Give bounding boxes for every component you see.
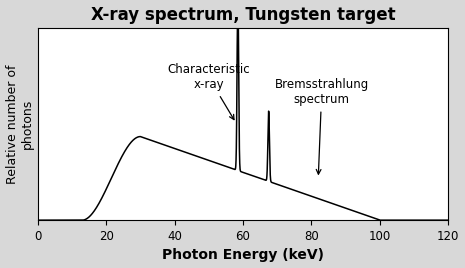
Text: Bremsstrahlung
spectrum: Bremsstrahlung spectrum [274, 79, 369, 174]
Y-axis label: Relative number of
photons: Relative number of photons [6, 64, 33, 184]
Title: X-ray spectrum, Tungsten target: X-ray spectrum, Tungsten target [91, 6, 395, 24]
X-axis label: Photon Energy (keV): Photon Energy (keV) [162, 248, 324, 262]
Text: Characteristic
x-ray: Characteristic x-ray [167, 64, 250, 120]
